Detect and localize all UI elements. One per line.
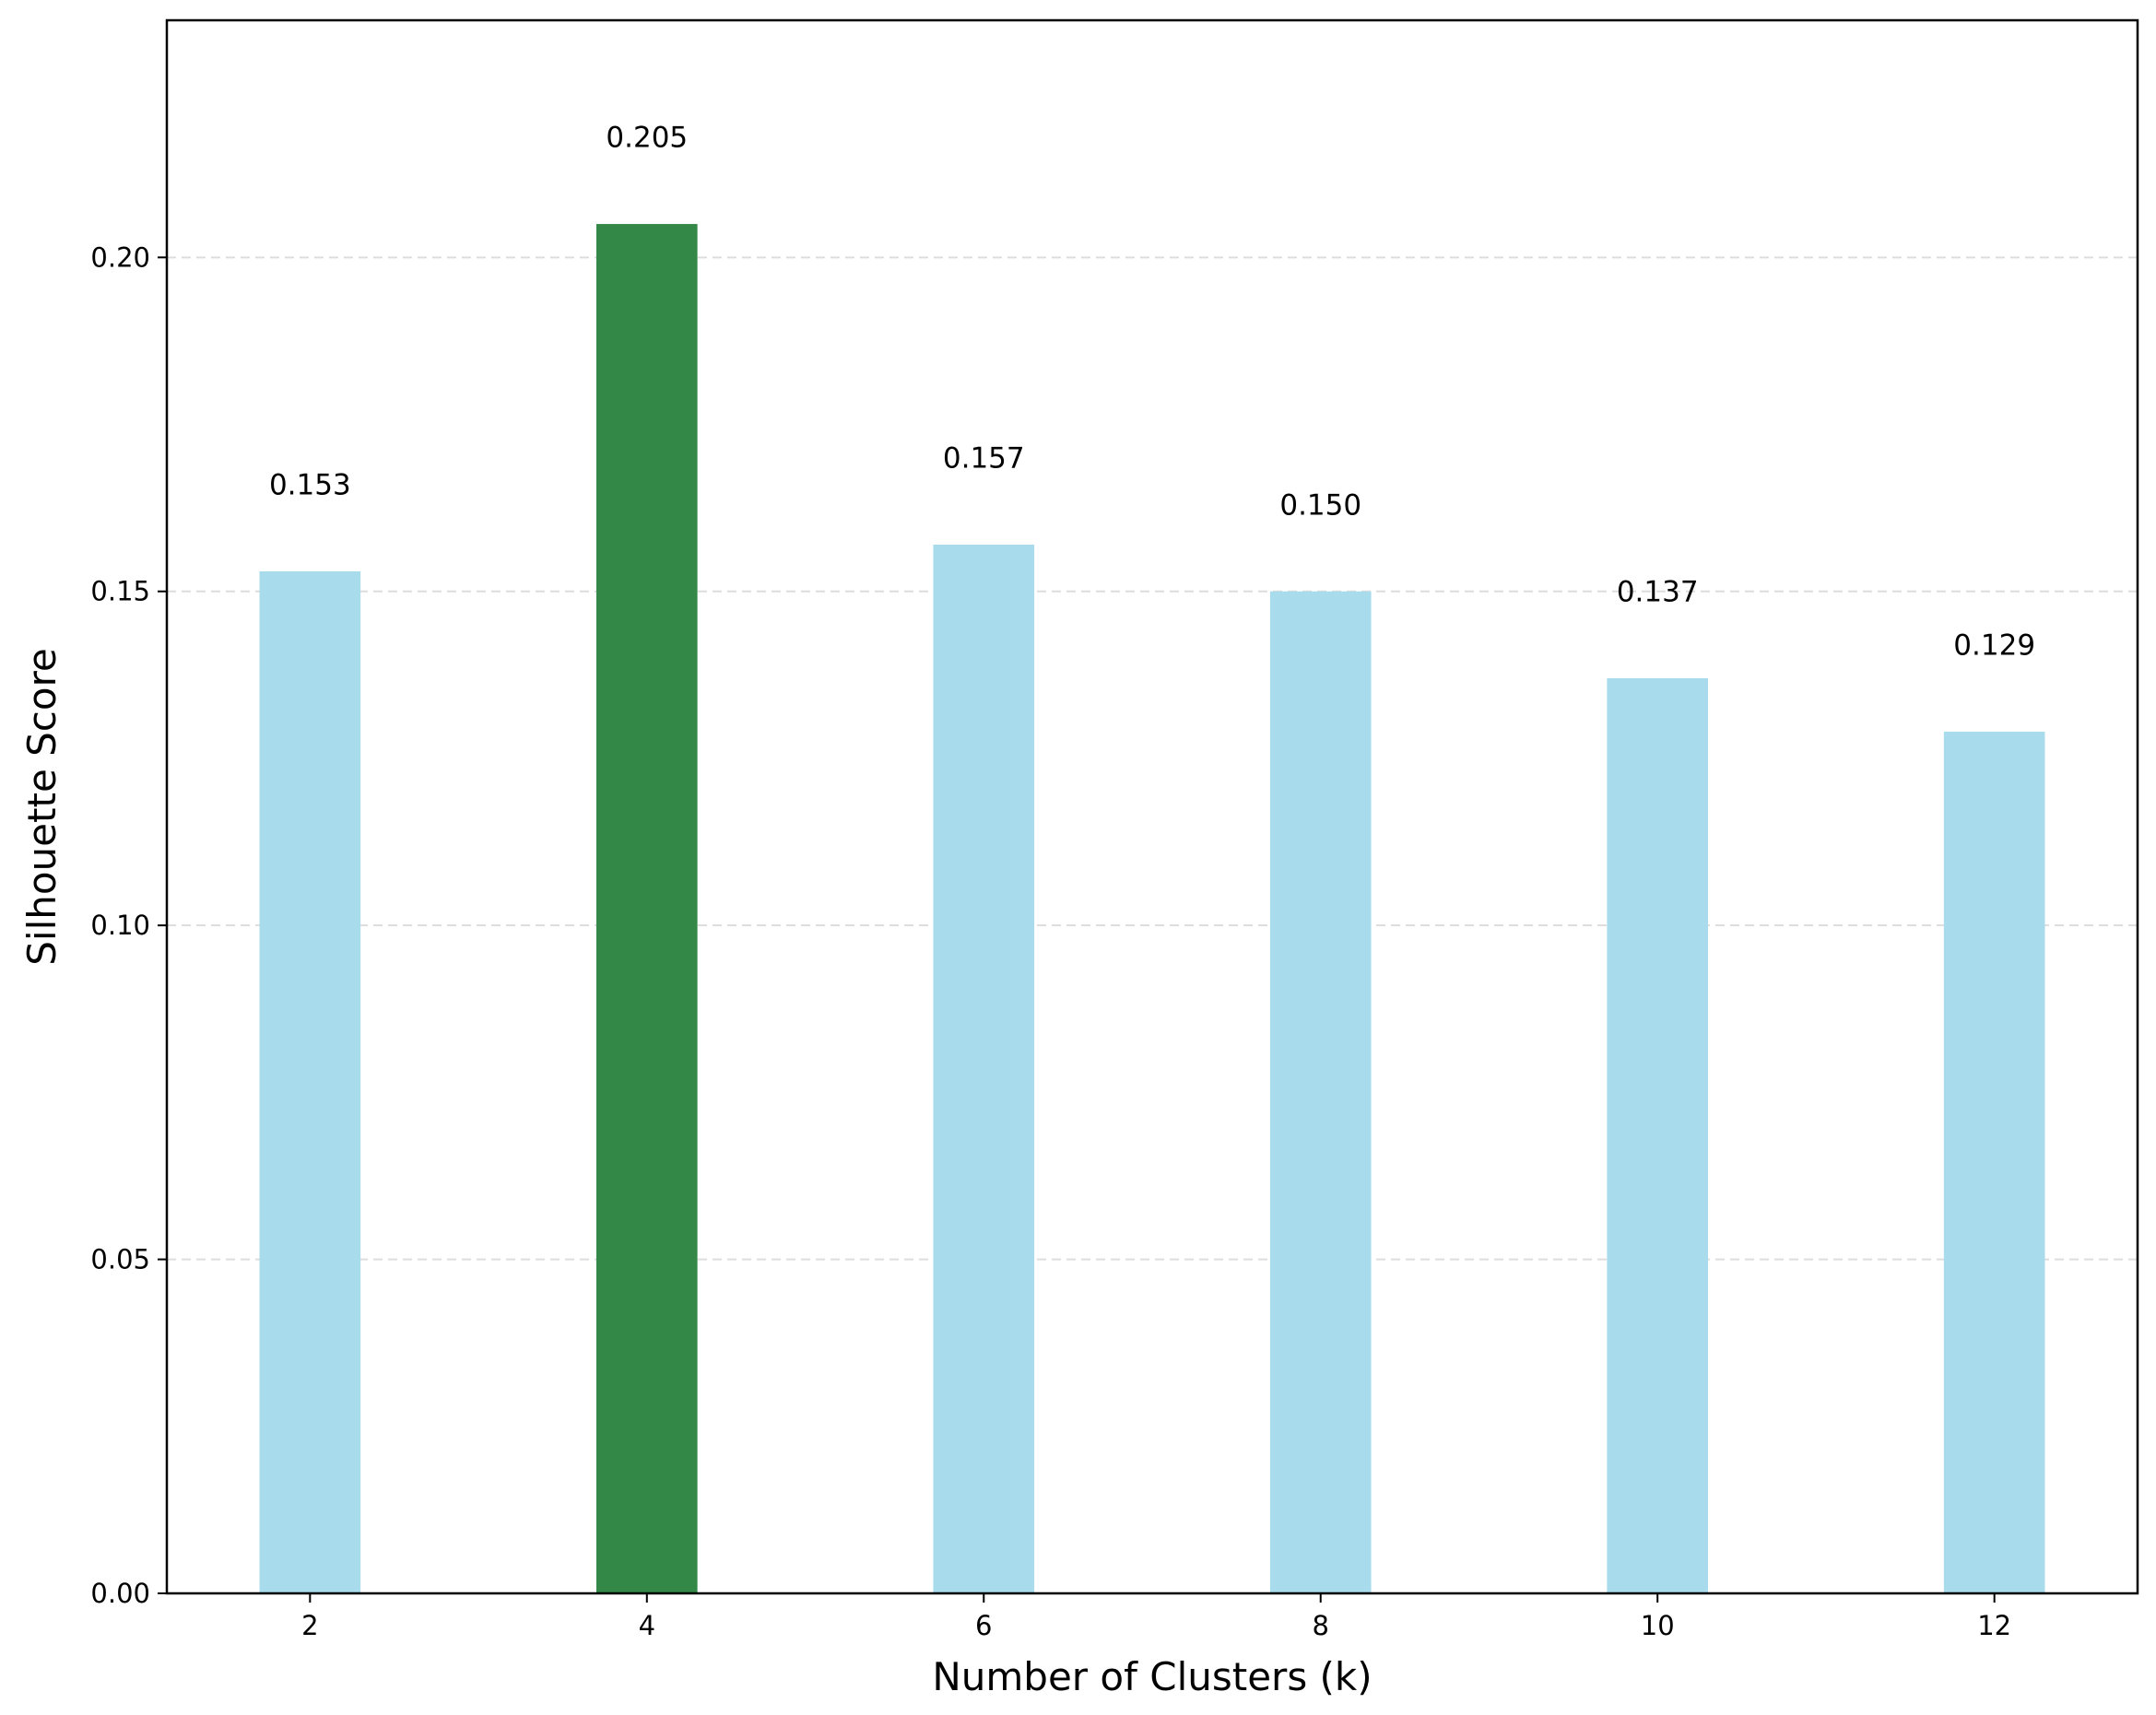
bar [1607, 677, 1709, 1593]
bar [933, 545, 1035, 1593]
x-axis-ticks: 2 4 6 8 10 12 [301, 1593, 2011, 1641]
y-tick-label: 0.00 [90, 1578, 150, 1609]
x-tick-label: 4 [639, 1610, 655, 1641]
bar [1943, 731, 2045, 1593]
y-tick-label: 0.05 [90, 1244, 150, 1275]
x-tick-label: 6 [975, 1610, 992, 1641]
bar-value-label: 0.153 [269, 469, 351, 502]
bar-value-label: 0.137 [1617, 576, 1699, 609]
data-labels: 0.153 0.205 0.157 0.150 0.137 0.129 [269, 122, 2035, 663]
bars [259, 224, 2045, 1594]
bar-value-label: 0.157 [943, 442, 1025, 476]
y-axis-title: Silhouette Score [19, 648, 65, 966]
bar [259, 570, 361, 1593]
bar-highlighted [595, 224, 698, 1594]
x-tick-label: 10 [1641, 1610, 1675, 1641]
y-tick-label: 0.10 [90, 910, 150, 941]
bar-value-label: 0.150 [1279, 488, 1361, 522]
y-tick-label: 0.15 [90, 576, 150, 607]
x-tick-label: 2 [301, 1610, 318, 1641]
bar-value-label: 0.129 [1953, 629, 2035, 663]
y-axis-ticks: 0.00 0.05 0.10 0.15 0.20 [90, 241, 167, 1609]
x-tick-label: 8 [1313, 1610, 1329, 1641]
bar [1269, 591, 1372, 1594]
x-axis-title: Number of Clusters (k) [932, 1654, 1372, 1699]
grid-lines [167, 256, 2138, 1261]
bar-value-label: 0.205 [606, 122, 688, 155]
y-tick-label: 0.20 [90, 241, 150, 273]
plot-frame [165, 18, 2139, 1595]
x-tick-label: 12 [1977, 1610, 2011, 1641]
